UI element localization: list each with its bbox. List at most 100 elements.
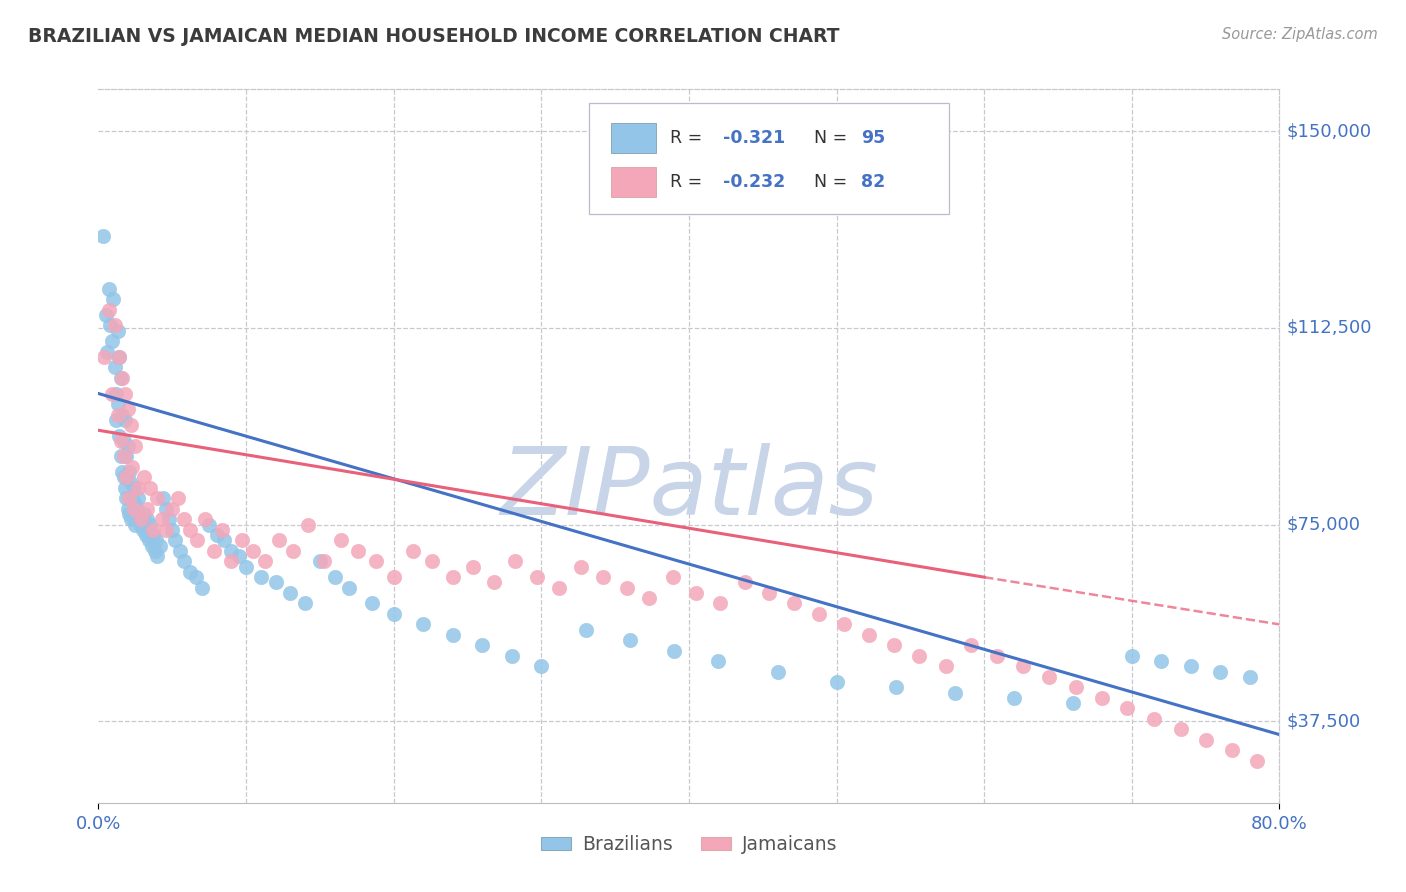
- Point: [122, 481, 145, 495]
- Point: [112, 470, 135, 484]
- Text: $37,500: $37,500: [1286, 713, 1361, 731]
- Point: [155, 502, 177, 516]
- Point: [127, 481, 149, 495]
- Point: [111, 408, 134, 422]
- FancyBboxPatch shape: [589, 103, 949, 214]
- Text: 82: 82: [862, 172, 886, 191]
- Point: [329, 533, 352, 548]
- Point: [169, 544, 191, 558]
- Point: [142, 528, 165, 542]
- Point: [139, 517, 162, 532]
- Legend: Brazilians, Jamaicans: Brazilians, Jamaicans: [533, 827, 845, 861]
- Point: [1002, 690, 1025, 705]
- Point: [883, 639, 905, 653]
- Point: [179, 565, 201, 579]
- Point: [382, 570, 405, 584]
- Point: [709, 596, 731, 610]
- Point: [104, 360, 127, 375]
- Point: [548, 581, 571, 595]
- Point: [115, 450, 138, 464]
- Point: [136, 512, 159, 526]
- Point: [758, 586, 780, 600]
- Point: [120, 475, 142, 490]
- Point: [616, 581, 638, 595]
- Point: [219, 554, 242, 568]
- Point: [766, 665, 789, 679]
- Point: [212, 533, 235, 548]
- Point: [347, 544, 370, 558]
- Point: [97, 302, 120, 317]
- Point: [228, 549, 250, 564]
- Point: [314, 554, 336, 568]
- Point: [162, 523, 183, 537]
- Point: [108, 350, 131, 364]
- Point: [186, 533, 208, 548]
- Point: [205, 528, 228, 542]
- Point: [145, 533, 167, 548]
- Point: [202, 544, 225, 558]
- Point: [112, 434, 135, 448]
- Point: [294, 596, 316, 610]
- Point: [1116, 701, 1139, 715]
- Text: R =: R =: [671, 172, 707, 191]
- Point: [110, 434, 132, 448]
- Point: [619, 633, 641, 648]
- Point: [117, 402, 139, 417]
- Point: [309, 554, 332, 568]
- Point: [110, 371, 132, 385]
- Point: [501, 648, 523, 663]
- Point: [278, 586, 302, 600]
- Point: [267, 533, 290, 548]
- Point: [118, 465, 141, 479]
- Point: [986, 648, 1008, 663]
- Point: [132, 523, 155, 537]
- Point: [825, 675, 848, 690]
- Point: [105, 386, 128, 401]
- Point: [1170, 723, 1192, 737]
- Bar: [612, 123, 655, 153]
- Point: [155, 523, 177, 537]
- Point: [638, 591, 661, 606]
- Point: [134, 470, 156, 484]
- Point: [114, 481, 136, 495]
- Point: [107, 397, 129, 411]
- Text: ZIPatlas: ZIPatlas: [501, 443, 877, 534]
- Point: [121, 460, 143, 475]
- Point: [149, 539, 172, 553]
- Text: -0.232: -0.232: [723, 172, 786, 191]
- Text: $112,500: $112,500: [1286, 319, 1372, 337]
- Point: [104, 318, 127, 333]
- Point: [91, 229, 114, 244]
- Point: [127, 491, 149, 506]
- Point: [1121, 648, 1143, 663]
- Point: [146, 549, 169, 564]
- Point: [1209, 665, 1232, 679]
- Point: [125, 502, 148, 516]
- Point: [139, 481, 162, 495]
- Text: N =: N =: [814, 172, 853, 191]
- Point: [297, 517, 319, 532]
- Point: [231, 533, 253, 548]
- Point: [122, 502, 145, 516]
- Point: [117, 502, 139, 516]
- Point: [858, 628, 880, 642]
- Text: $75,000: $75,000: [1286, 516, 1361, 533]
- Point: [960, 639, 983, 653]
- Point: [661, 570, 683, 584]
- Point: [1062, 696, 1084, 710]
- Point: [471, 639, 494, 653]
- Point: [1064, 681, 1087, 695]
- Point: [530, 659, 553, 673]
- Point: [1038, 670, 1060, 684]
- Point: [118, 507, 141, 521]
- Point: [592, 570, 614, 584]
- Point: [117, 439, 139, 453]
- Point: [323, 570, 346, 584]
- Point: [1091, 690, 1114, 705]
- Point: [135, 528, 157, 542]
- Point: [574, 623, 596, 637]
- Point: [441, 570, 464, 584]
- Point: [685, 586, 707, 600]
- Point: [98, 318, 121, 333]
- Point: [121, 491, 143, 506]
